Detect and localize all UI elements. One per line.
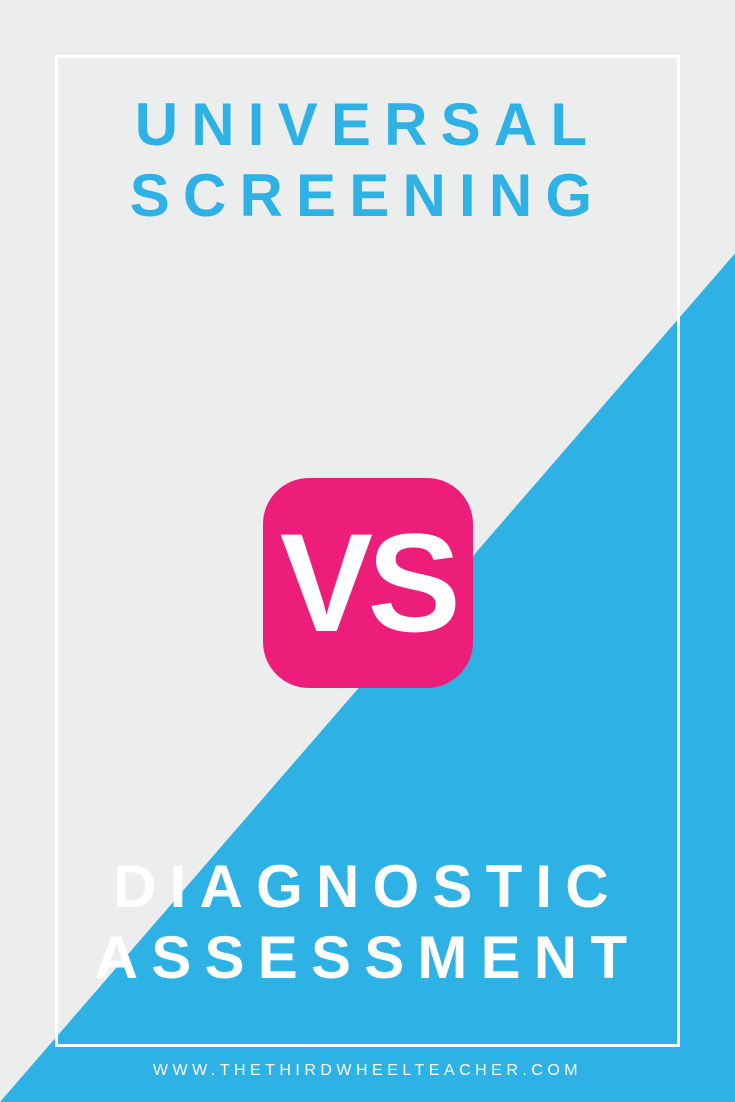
vs-label: VS — [280, 513, 456, 653]
top-heading-line1: UNIVERSAL — [0, 90, 735, 161]
bottom-heading-line1: DIAGNOSTIC — [0, 852, 735, 923]
website-url[interactable]: WWW.THETHIRDWHEELTEACHER.COM — [0, 1062, 735, 1080]
vs-badge: VS — [263, 478, 473, 688]
top-heading-line2: SCREENING — [0, 161, 735, 232]
top-heading: UNIVERSAL SCREENING — [0, 90, 735, 232]
bottom-heading: DIAGNOSTIC ASSESSMENT — [0, 852, 735, 994]
bottom-heading-line2: ASSESSMENT — [0, 923, 735, 994]
